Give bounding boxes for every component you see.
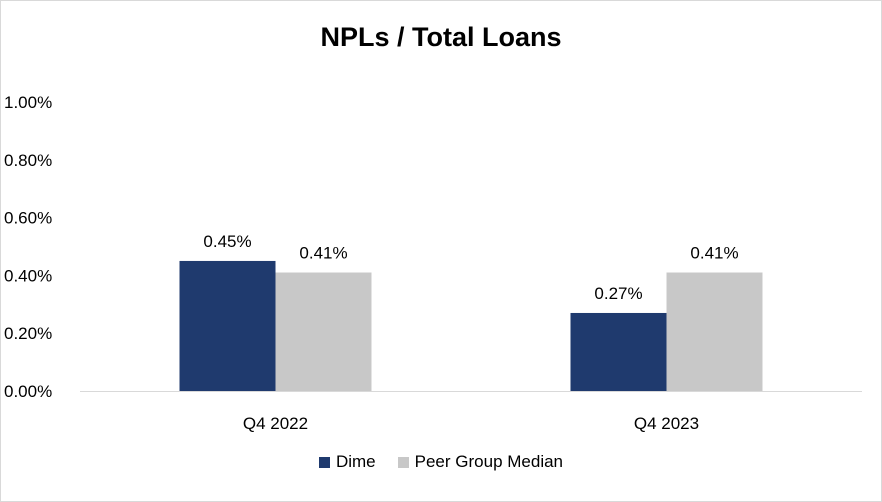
data-label: 0.41% <box>690 244 738 263</box>
x-tick-label: Q4 2022 <box>243 414 308 433</box>
legend-swatch-peer-group-median <box>397 456 409 468</box>
legend: Dime Peer Group Median <box>0 452 882 472</box>
y-tick-label: 0.80% <box>4 151 52 170</box>
legend-item-dime: Dime <box>318 452 376 472</box>
legend-item-peer-group-median: Peer Group Median <box>397 452 564 472</box>
data-label: 0.41% <box>299 244 347 263</box>
legend-swatch-dime <box>318 456 330 468</box>
data-label: 0.45% <box>203 232 251 251</box>
y-tick-label: 0.00% <box>4 382 52 401</box>
bar-dime-q4-2022 <box>179 260 276 391</box>
bar-dime-q4-2023 <box>570 312 667 391</box>
y-tick-label: 1.00% <box>4 93 52 112</box>
bar-peer-group-median-q4-2022 <box>275 272 372 391</box>
y-tick-label: 0.20% <box>4 324 52 343</box>
y-tick-label: 0.40% <box>4 266 52 285</box>
bar-peer-group-median-q4-2023 <box>666 272 763 391</box>
chart-title: NPLs / Total Loans <box>320 22 562 52</box>
legend-label-dime: Dime <box>335 452 376 471</box>
x-tick-label: Q4 2023 <box>634 414 699 433</box>
legend-label-peer-group-median: Peer Group Median <box>414 452 564 471</box>
data-label: 0.27% <box>594 284 642 303</box>
y-tick-label: 0.60% <box>4 209 52 228</box>
